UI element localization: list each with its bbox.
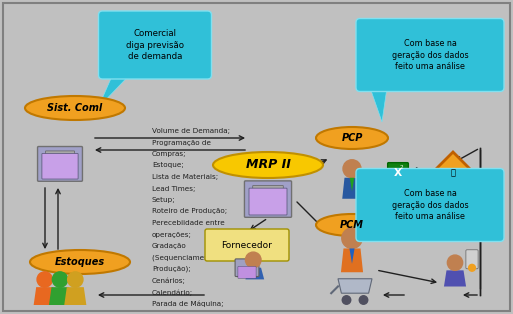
Circle shape [468, 264, 476, 271]
Text: Calendário;: Calendário; [152, 289, 193, 295]
Text: Com base na
geração dos dados
feito uma análise: Com base na geração dos dados feito uma … [392, 39, 468, 71]
Text: Lista de Materiais;: Lista de Materiais; [152, 174, 218, 180]
Polygon shape [34, 287, 56, 305]
Polygon shape [52, 159, 68, 164]
Text: Compras;: Compras; [152, 151, 187, 157]
Polygon shape [370, 88, 387, 122]
Ellipse shape [25, 96, 125, 120]
Polygon shape [338, 279, 372, 293]
Polygon shape [49, 287, 71, 305]
Polygon shape [253, 189, 283, 193]
FancyBboxPatch shape [37, 147, 83, 181]
Text: PCP: PCP [341, 133, 363, 143]
Text: Com base na
geração dos dados
feito uma análise: Com base na geração dos dados feito uma … [392, 189, 468, 221]
Polygon shape [444, 270, 466, 286]
Text: Lead Times;: Lead Times; [152, 186, 195, 192]
FancyBboxPatch shape [356, 19, 504, 91]
Circle shape [342, 296, 351, 304]
Polygon shape [245, 268, 264, 279]
Circle shape [37, 272, 52, 287]
Polygon shape [360, 200, 382, 228]
Text: X: X [394, 168, 402, 178]
Text: Gradação: Gradação [152, 243, 187, 249]
FancyBboxPatch shape [42, 154, 78, 179]
Text: Comercial
diga previsão
de demanda: Comercial diga previsão de demanda [126, 30, 184, 61]
Text: Roteiro de Produção;: Roteiro de Produção; [152, 208, 227, 214]
Text: Estoques: Estoques [55, 257, 105, 267]
Polygon shape [46, 154, 74, 159]
FancyBboxPatch shape [249, 188, 287, 215]
Circle shape [343, 160, 361, 178]
FancyBboxPatch shape [235, 259, 259, 277]
FancyBboxPatch shape [388, 163, 408, 183]
Text: Sist. Coml: Sist. Coml [47, 103, 103, 113]
Polygon shape [341, 248, 363, 272]
Text: Perecebiidade entre: Perecebiidade entre [152, 220, 225, 226]
Polygon shape [342, 178, 362, 199]
FancyBboxPatch shape [253, 186, 283, 190]
Circle shape [52, 272, 68, 287]
Polygon shape [64, 287, 86, 305]
Polygon shape [98, 75, 129, 108]
Text: Programação de: Programação de [152, 139, 211, 145]
Ellipse shape [30, 250, 130, 274]
Text: Fornecedor: Fornecedor [222, 241, 272, 250]
Circle shape [68, 272, 83, 287]
Text: Volume de Demanda;: Volume de Demanda; [152, 128, 230, 134]
Text: (Sequenciamento de: (Sequenciamento de [152, 255, 227, 261]
FancyBboxPatch shape [3, 3, 510, 311]
Ellipse shape [213, 152, 323, 178]
FancyBboxPatch shape [46, 151, 74, 155]
Text: 🏭: 🏭 [450, 169, 456, 177]
Polygon shape [349, 248, 354, 264]
Text: Setup;: Setup; [152, 197, 175, 203]
Polygon shape [260, 193, 276, 199]
FancyBboxPatch shape [245, 181, 291, 217]
FancyBboxPatch shape [466, 250, 478, 269]
Circle shape [245, 252, 261, 268]
Text: Cenários;: Cenários; [152, 278, 186, 284]
FancyBboxPatch shape [356, 169, 504, 241]
FancyBboxPatch shape [98, 11, 211, 79]
Circle shape [359, 296, 368, 304]
Ellipse shape [316, 127, 388, 149]
Text: Estoque;: Estoque; [152, 163, 184, 169]
Text: operações;: operações; [152, 231, 192, 237]
Ellipse shape [316, 214, 388, 236]
Polygon shape [350, 178, 354, 191]
Text: MRP II: MRP II [246, 159, 290, 171]
Polygon shape [432, 152, 474, 194]
FancyBboxPatch shape [205, 229, 289, 261]
Circle shape [447, 255, 463, 270]
FancyBboxPatch shape [238, 266, 256, 278]
Circle shape [342, 228, 362, 248]
Text: Produção);: Produção); [152, 266, 191, 273]
Text: PCM: PCM [340, 220, 364, 230]
Text: 2: 2 [400, 165, 403, 170]
Text: Parada de Máquina;: Parada de Máquina; [152, 300, 224, 307]
